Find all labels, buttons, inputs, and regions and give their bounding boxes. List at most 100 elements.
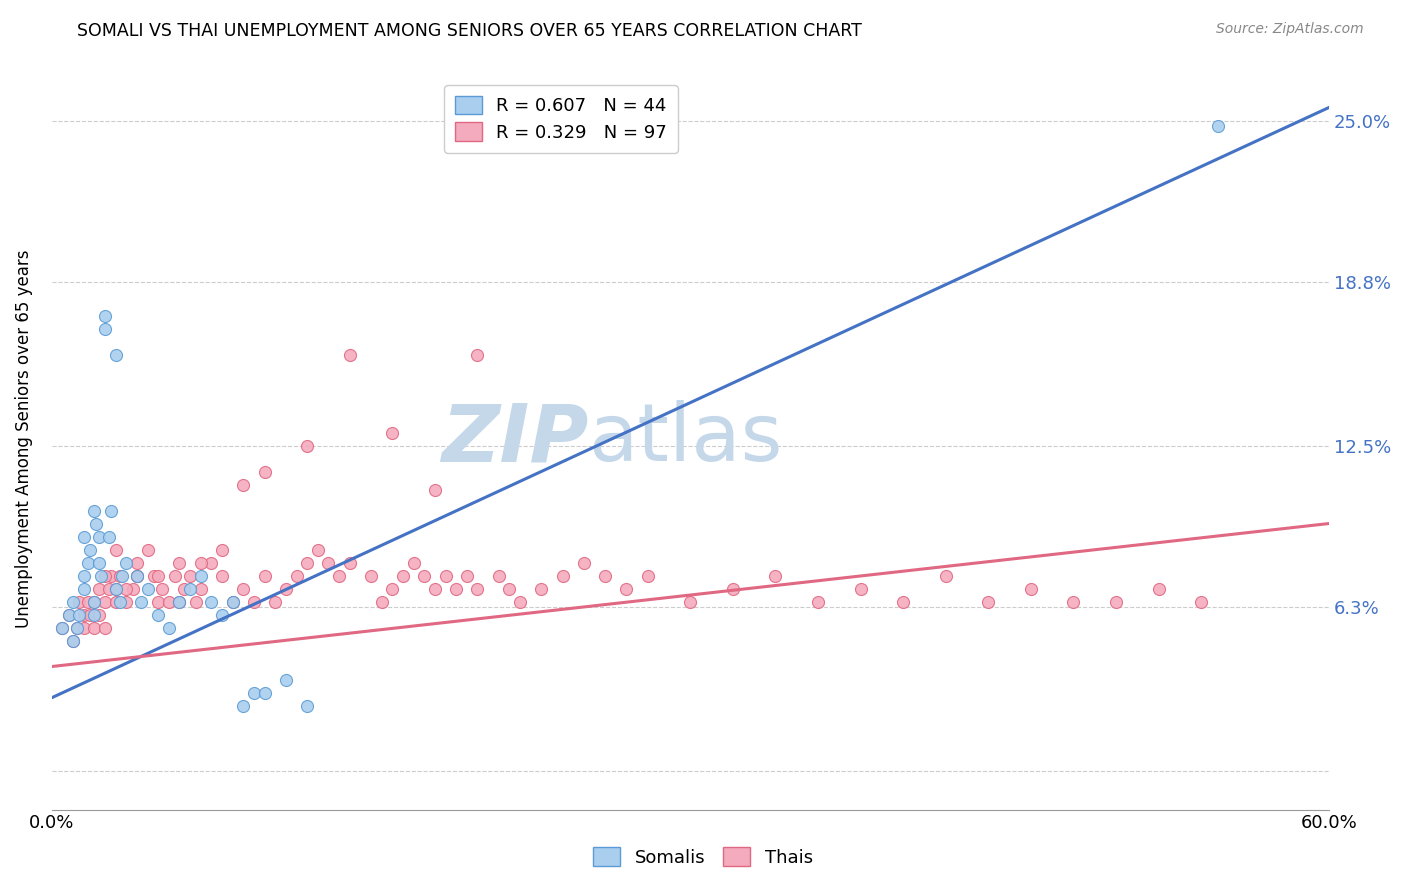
- Point: [190, 582, 212, 596]
- Legend: Somalis, Thais: Somalis, Thais: [586, 840, 820, 874]
- Point: [62, 633, 84, 648]
- Point: [79, 607, 101, 622]
- Point: [98, 529, 121, 543]
- Point: [221, 594, 243, 608]
- Point: [169, 594, 191, 608]
- Point: [136, 542, 159, 557]
- Point: [274, 582, 297, 596]
- Point: [1147, 582, 1170, 596]
- Point: [456, 568, 478, 582]
- Point: [51, 621, 73, 635]
- Point: [444, 582, 467, 596]
- Point: [87, 556, 110, 570]
- Point: [765, 568, 787, 582]
- Point: [83, 594, 105, 608]
- Point: [100, 503, 122, 517]
- Point: [86, 516, 108, 531]
- Point: [179, 582, 201, 596]
- Text: atlas: atlas: [588, 400, 783, 478]
- Point: [62, 633, 84, 648]
- Point: [423, 582, 446, 596]
- Point: [173, 582, 195, 596]
- Point: [232, 582, 254, 596]
- Point: [328, 568, 350, 582]
- Point: [423, 483, 446, 497]
- Point: [413, 568, 436, 582]
- Point: [551, 568, 574, 582]
- Point: [488, 568, 510, 582]
- Point: [165, 568, 187, 582]
- Point: [108, 568, 131, 582]
- Point: [295, 438, 318, 452]
- Point: [73, 568, 96, 582]
- Point: [100, 568, 122, 582]
- Point: [211, 542, 233, 557]
- Point: [318, 556, 340, 570]
- Point: [87, 607, 110, 622]
- Point: [509, 594, 531, 608]
- Point: [157, 594, 180, 608]
- Point: [125, 568, 148, 582]
- Point: [232, 698, 254, 713]
- Point: [77, 594, 100, 608]
- Text: SOMALI VS THAI UNEMPLOYMENT AMONG SENIORS OVER 65 YEARS CORRELATION CHART: SOMALI VS THAI UNEMPLOYMENT AMONG SENIOR…: [77, 22, 862, 40]
- Text: ZIP: ZIP: [440, 400, 588, 478]
- Point: [58, 607, 80, 622]
- Point: [125, 568, 148, 582]
- Point: [104, 594, 127, 608]
- Point: [498, 582, 520, 596]
- Point: [125, 556, 148, 570]
- Point: [67, 607, 90, 622]
- Point: [104, 582, 127, 596]
- Point: [148, 568, 170, 582]
- Point: [211, 568, 233, 582]
- Point: [169, 594, 191, 608]
- Point: [157, 621, 180, 635]
- Point: [152, 582, 174, 596]
- Point: [136, 582, 159, 596]
- Point: [148, 607, 170, 622]
- Point: [221, 594, 243, 608]
- Point: [243, 594, 266, 608]
- Point: [467, 582, 489, 596]
- Point: [83, 594, 105, 608]
- Point: [232, 477, 254, 491]
- Point: [1105, 594, 1128, 608]
- Text: Source: ZipAtlas.com: Source: ZipAtlas.com: [1216, 22, 1364, 37]
- Point: [434, 568, 457, 582]
- Point: [977, 594, 1000, 608]
- Point: [115, 556, 138, 570]
- Point: [73, 529, 96, 543]
- Point: [392, 568, 415, 582]
- Point: [104, 347, 127, 361]
- Point: [370, 594, 392, 608]
- Point: [148, 594, 170, 608]
- Point: [90, 568, 112, 582]
- Point: [1062, 594, 1084, 608]
- Point: [186, 594, 208, 608]
- Point: [1206, 119, 1229, 133]
- Point: [58, 607, 80, 622]
- Point: [169, 556, 191, 570]
- Point: [572, 556, 595, 570]
- Point: [73, 582, 96, 596]
- Point: [83, 607, 105, 622]
- Point: [87, 582, 110, 596]
- Point: [190, 568, 212, 582]
- Point: [891, 594, 914, 608]
- Point: [62, 594, 84, 608]
- Point: [142, 568, 165, 582]
- Point: [1019, 582, 1042, 596]
- Point: [467, 347, 489, 361]
- Point: [77, 556, 100, 570]
- Point: [73, 621, 96, 635]
- Point: [243, 685, 266, 699]
- Point: [1189, 594, 1212, 608]
- Point: [339, 556, 361, 570]
- Point: [530, 582, 553, 596]
- Point: [66, 621, 89, 635]
- Legend: R = 0.607   N = 44, R = 0.329   N = 97: R = 0.607 N = 44, R = 0.329 N = 97: [444, 85, 678, 153]
- Point: [381, 425, 404, 440]
- Point: [94, 594, 117, 608]
- Point: [94, 621, 117, 635]
